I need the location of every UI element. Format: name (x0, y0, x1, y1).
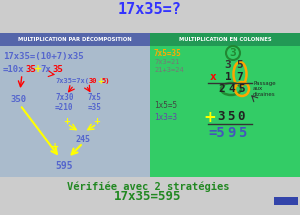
Text: 7x3=21: 7x3=21 (154, 59, 179, 65)
Text: =210: =210 (55, 103, 74, 112)
Text: 2: 2 (219, 84, 225, 94)
Text: 1x5=5: 1x5=5 (154, 100, 177, 109)
Text: 7x5: 7x5 (88, 94, 102, 103)
Text: 0: 0 (237, 111, 245, 123)
Text: 5: 5 (238, 126, 246, 140)
Bar (274, 197, 298, 205)
Text: 7x30: 7x30 (55, 94, 74, 103)
Text: +: + (64, 117, 70, 126)
Text: +: + (34, 64, 42, 74)
Text: =5: =5 (208, 126, 225, 140)
Text: 35: 35 (52, 64, 63, 74)
Text: +: + (94, 117, 100, 126)
Text: =10x: =10x (3, 64, 25, 74)
Text: 9: 9 (227, 126, 235, 140)
Text: MULTIPLICATION PAR DÉCOMPOSITION: MULTIPLICATION PAR DÉCOMPOSITION (18, 37, 132, 42)
Text: 7x35=7x(: 7x35=7x( (55, 78, 89, 84)
Text: 7: 7 (237, 72, 243, 82)
Text: x: x (210, 72, 216, 82)
Text: 595: 595 (55, 161, 73, 171)
Text: 17x35=(10+7)x35: 17x35=(10+7)x35 (3, 52, 84, 61)
Text: 245: 245 (76, 135, 91, 143)
Bar (150, 33, 300, 177)
Text: 1x3=3: 1x3=3 (154, 112, 177, 121)
Text: 17x35=595: 17x35=595 (114, 190, 182, 204)
Text: +: + (97, 77, 103, 86)
Text: 3: 3 (217, 111, 225, 123)
Text: +: + (204, 109, 216, 124)
Text: Vérifiée avec 2 stratégies: Vérifiée avec 2 stratégies (67, 182, 229, 192)
Text: 5: 5 (237, 60, 243, 70)
Text: 1: 1 (225, 72, 231, 82)
Text: 5: 5 (238, 84, 245, 94)
Text: =35: =35 (88, 103, 102, 112)
Text: 5: 5 (227, 111, 235, 123)
Text: 7x5=35: 7x5=35 (154, 49, 182, 57)
Text: Passage
aux
dizaines: Passage aux dizaines (253, 81, 276, 97)
Text: MULTIPLICATION EN COLONNES: MULTIPLICATION EN COLONNES (179, 37, 271, 42)
Bar (0, 33, 150, 46)
Text: 350: 350 (10, 95, 26, 103)
Text: 5): 5) (102, 78, 110, 84)
Bar (150, 33, 300, 46)
Text: 3: 3 (230, 48, 236, 58)
Text: 17x35=?: 17x35=? (118, 3, 182, 17)
Bar (0, 33, 150, 177)
Text: 35: 35 (25, 64, 36, 74)
Text: +: + (51, 142, 59, 152)
Text: 21+3=24: 21+3=24 (154, 67, 184, 73)
Text: 30: 30 (89, 78, 98, 84)
Text: 7x: 7x (40, 64, 51, 74)
Text: 4: 4 (229, 84, 236, 94)
Text: 3: 3 (225, 60, 231, 70)
